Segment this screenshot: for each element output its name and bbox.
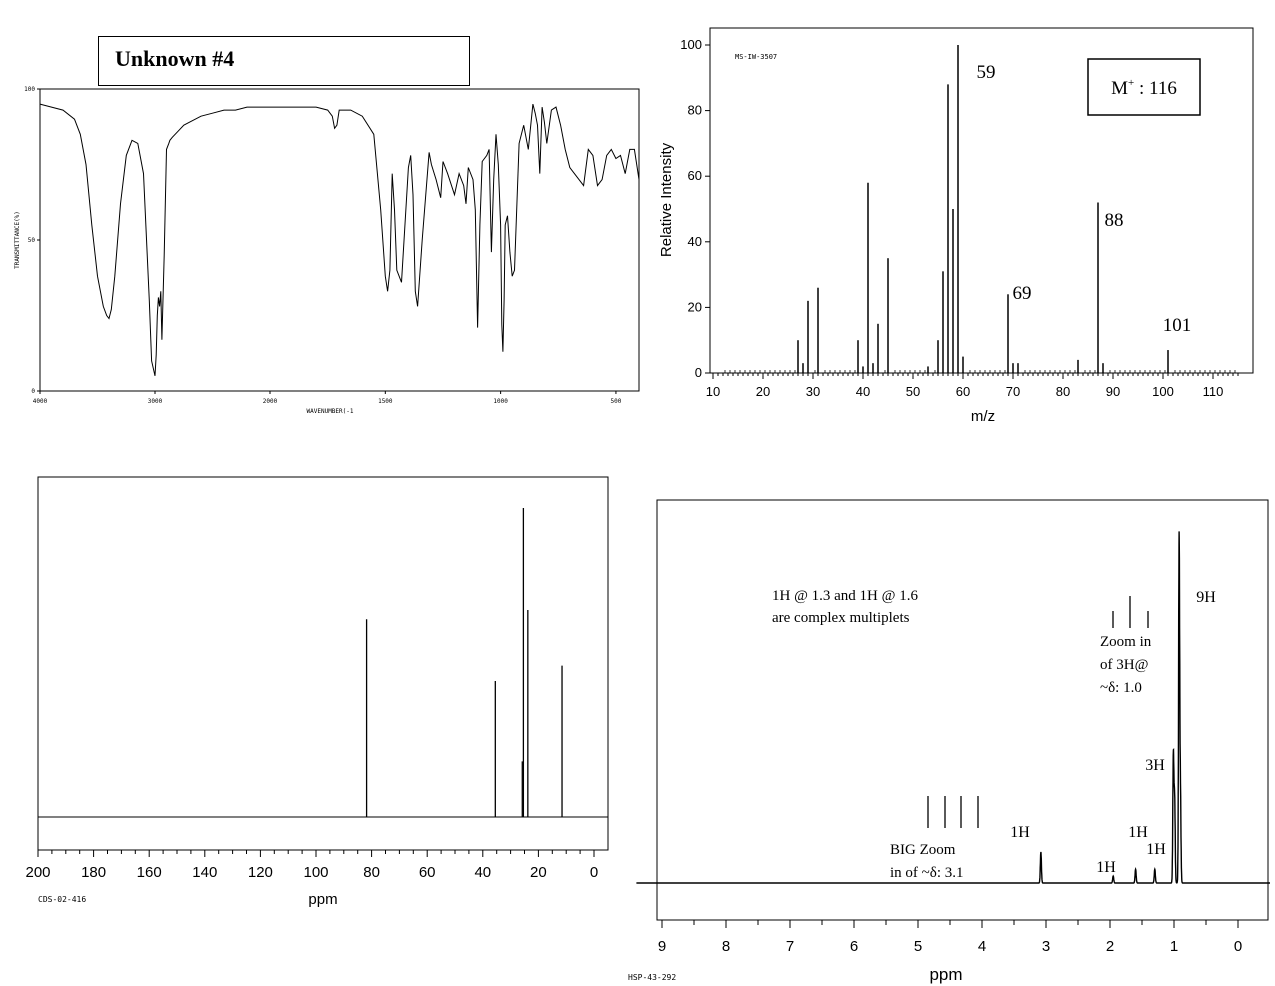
ir-y-axis-label: TRANSMITTANCE(%)	[14, 211, 21, 269]
h1-annotation: Zoom in	[1100, 634, 1152, 650]
ms-y-tick-label: 40	[688, 234, 702, 249]
h1-x-tick-label: 6	[850, 938, 858, 955]
h1-x-tick-label: 5	[914, 938, 922, 955]
h1-x-axis-label: ppm	[929, 965, 962, 984]
ms-x-axis-label: m/z	[971, 408, 995, 425]
c13-x-tick-label: 20	[530, 864, 547, 881]
ir-trace	[39, 103, 640, 377]
h1-annotation: are complex multiplets	[772, 610, 910, 626]
c13-x-axis-label: ppm	[308, 891, 337, 908]
h1-x-tick-label: 7	[786, 938, 794, 955]
ms-y-tick-label: 100	[680, 37, 702, 52]
c13-frame	[37, 476, 609, 851]
h1-x-tick-label: 4	[978, 938, 986, 955]
ir-x-axis-label: WAVENUMBER(-1	[307, 408, 354, 415]
h1-frame	[656, 499, 1269, 921]
h1-trace	[636, 531, 1270, 884]
h1-annotation: in of ~δ: 3.1	[890, 865, 964, 881]
ms-y-tick-label: 20	[688, 299, 702, 314]
ir-y-tick-label: 100	[24, 86, 35, 93]
h1-x-tick-label: 3	[1042, 938, 1050, 955]
ms-y-tick-label: 60	[688, 168, 702, 183]
h1-integration-label: 3H	[1145, 757, 1165, 774]
ir-y-tick-label: 50	[28, 237, 36, 244]
c13-x-tick-label: 180	[81, 864, 106, 881]
ms-x-tick-label: 20	[756, 384, 770, 399]
title-text: Unknown #4	[115, 46, 235, 71]
title-box: Unknown #4	[98, 36, 470, 86]
h1-annotation: of 3H@	[1100, 657, 1149, 673]
ms-y-axis-label: Relative Intensity	[658, 142, 675, 257]
ms-x-tick-label: 50	[906, 384, 920, 399]
ms-x-tick-label: 10	[706, 384, 720, 399]
c13-x-tick-label: 60	[419, 864, 436, 881]
c13-x-tick-label: 120	[248, 864, 273, 881]
ms-y-tick-label: 80	[688, 103, 702, 118]
ir-frame	[39, 88, 640, 392]
c13-x-tick-label: 200	[25, 864, 50, 881]
c13-x-tick-label: 160	[137, 864, 162, 881]
ms-x-tick-label: 70	[1006, 384, 1020, 399]
ms-x-tick-label: 110	[1203, 384, 1224, 399]
h1-x-tick-label: 1	[1170, 938, 1178, 955]
h1-annotation: BIG Zoom	[890, 842, 956, 858]
c13-x-tick-label: 100	[303, 864, 328, 881]
h1-integration-label: 9H	[1196, 589, 1216, 606]
ms-peak-label: 101	[1163, 315, 1192, 336]
c13-x-tick-label: 40	[474, 864, 491, 881]
h1-integration-label: 1H	[1096, 859, 1116, 876]
ms-peak-label: 59	[977, 62, 996, 83]
ir-x-tick-label: 2000	[263, 398, 278, 405]
ms-peak-label: 69	[1013, 283, 1032, 304]
ir-y-tick-label: 0	[31, 388, 35, 395]
ms-x-tick-label: 100	[1152, 384, 1174, 399]
ir-x-tick-label: 4000	[33, 398, 48, 405]
h1-integration-label: 1H	[1010, 824, 1030, 841]
ir-x-tick-label: 1500	[378, 398, 393, 405]
c13-x-tick-label: 80	[363, 864, 380, 881]
c13-x-tick-label: 0	[590, 864, 598, 881]
h1-x-tick-label: 8	[722, 938, 730, 955]
h1-annotation: 1H @ 1.3 and 1H @ 1.6	[772, 588, 918, 604]
ms-x-tick-label: 30	[806, 384, 820, 399]
h1-integration-label: 1H	[1146, 841, 1166, 858]
h1-x-tick-label: 2	[1106, 938, 1114, 955]
ir-x-tick-label: 1000	[493, 398, 508, 405]
c13-x-tick-label: 140	[192, 864, 217, 881]
ms-x-tick-label: 80	[1056, 384, 1070, 399]
ir-x-tick-label: 500	[611, 398, 622, 405]
ms-x-tick-label: 40	[856, 384, 870, 399]
ms-x-tick-label: 90	[1106, 384, 1120, 399]
h1-x-tick-label: 0	[1234, 938, 1242, 955]
ms-peak-label: 88	[1105, 210, 1124, 231]
c13-code: CDS-02-416	[38, 895, 86, 904]
ms-code: MS-IW-3507	[735, 53, 777, 61]
h1-x-tick-label: 9	[658, 938, 666, 955]
ms-frame	[709, 27, 1254, 374]
h1-code: HSP-43-292	[628, 973, 676, 982]
h1-integration-label: 1H	[1128, 824, 1148, 841]
ms-x-tick-label: 60	[956, 384, 970, 399]
ms-y-tick-label: 0	[695, 365, 702, 380]
ms-molecular-ion-label: M+ : 116	[1111, 77, 1177, 99]
ms-molecular-ion-box	[1087, 58, 1201, 116]
ir-x-tick-label: 3000	[148, 398, 163, 405]
h1-annotation: ~δ: 1.0	[1100, 680, 1142, 696]
